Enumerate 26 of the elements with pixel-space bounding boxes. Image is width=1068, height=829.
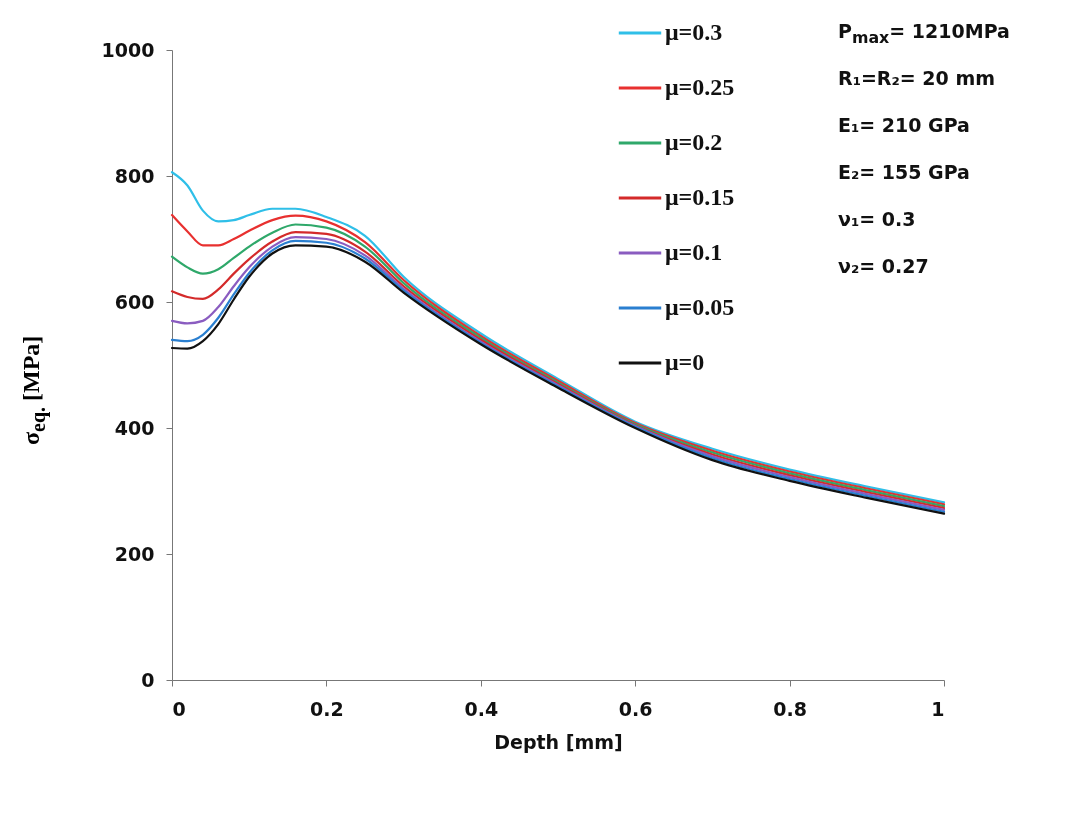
legend-label: μ=0.25 [665,74,735,100]
x-tick-label: 0.6 [618,697,653,720]
text: P$_{max}$= 1210MPa [838,20,1010,47]
y-tick-label: 800 [114,164,155,187]
legend-label: μ=0.2 [665,129,723,155]
x-axis-title: Depth [mm] [494,730,623,753]
y-tick-label: 200 [114,542,155,565]
legend-label: μ=0.15 [665,184,735,210]
y-tick-label: 600 [114,290,155,313]
x-tick-label: 0.8 [773,697,807,720]
y-tick-label: 1000 [101,38,155,61]
legend-label: μ=0.3 [665,19,723,45]
annotation: ν₁= 0.3 [838,208,916,230]
annotation: R₁=R₂= 20 mm [838,67,996,89]
legend-label: μ=0.05 [665,294,735,320]
annotation: E₁= 210 GPa [838,114,970,136]
legend-label: μ=0 [665,349,705,375]
y-tick-label: 0 [141,668,155,691]
legend-label: μ=0.1 [665,239,723,265]
annotation: E₂= 155 GPa [838,161,970,183]
x-tick-label: 1 [931,697,945,720]
annotation: ν₂= 0.27 [838,255,929,277]
x-tick-label: 0.2 [310,697,344,720]
y-tick-label: 400 [114,416,155,439]
x-tick-label: 0 [172,697,186,720]
x-tick-label: 0.4 [464,697,499,720]
